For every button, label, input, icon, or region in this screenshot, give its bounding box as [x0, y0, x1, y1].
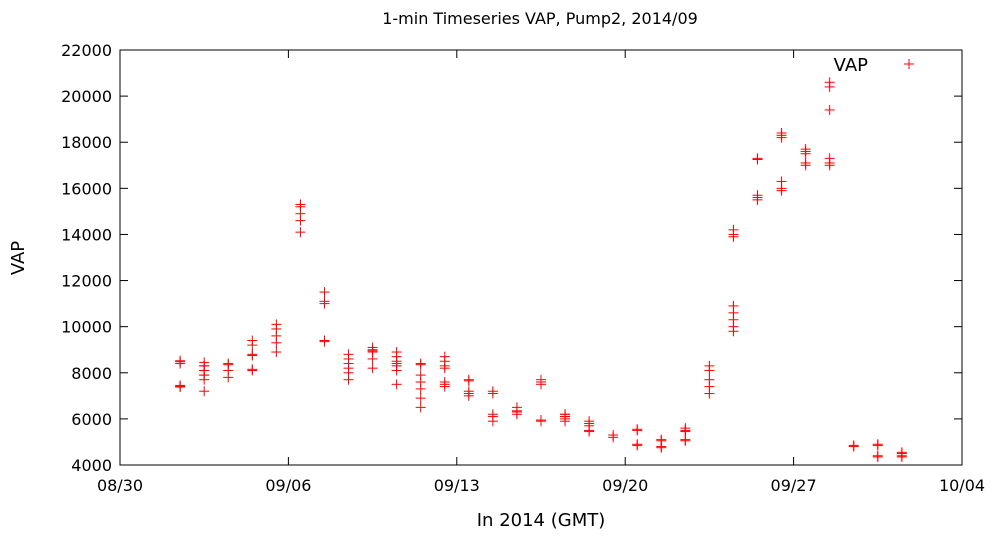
y-tick-label: 6000 — [71, 410, 112, 429]
chart-title: 1-min Timeseries VAP, Pump2, 2014/09 — [382, 9, 698, 28]
data-point — [415, 393, 426, 404]
data-point — [584, 420, 595, 431]
data-point — [271, 337, 282, 348]
y-tick-label: 12000 — [61, 272, 112, 291]
x-tick-label: 09/06 — [265, 476, 311, 495]
data-point — [896, 450, 907, 461]
data-point — [463, 386, 474, 397]
data-point — [343, 374, 354, 385]
data-point — [391, 379, 402, 390]
data-point — [632, 440, 643, 451]
data-point — [247, 340, 258, 351]
data-point — [776, 185, 787, 196]
legend: VAP — [834, 55, 914, 76]
data-point — [824, 157, 835, 168]
legend-marker — [904, 59, 914, 69]
x-axis-title: In 2014 (GMT) — [477, 510, 606, 531]
data-point — [367, 363, 378, 374]
data-point — [680, 423, 691, 434]
data-point — [776, 176, 787, 187]
x-tick-label: 08/30 — [97, 476, 143, 495]
data-point — [824, 81, 835, 92]
data-point — [271, 347, 282, 358]
data-point — [175, 380, 186, 391]
data-point — [391, 365, 402, 376]
data-point — [608, 432, 619, 443]
data-point — [872, 450, 883, 461]
data-point — [295, 227, 306, 238]
data-point — [319, 287, 330, 298]
data-point — [511, 405, 522, 416]
x-tick-label: 09/20 — [602, 476, 648, 495]
data-point — [319, 296, 330, 307]
y-tick-label: 14000 — [61, 225, 112, 244]
data-point — [295, 215, 306, 226]
data-point — [824, 104, 835, 115]
y-axis-title: VAP — [8, 241, 29, 275]
y-tick-label: 20000 — [61, 87, 112, 106]
data-point — [800, 146, 811, 157]
data-point — [319, 336, 330, 347]
data-point — [367, 345, 378, 356]
data-point — [199, 386, 210, 397]
data-point — [536, 379, 546, 390]
x-axis: 08/30 09/06 09/13 09/20 09/27 10/04 — [97, 50, 985, 495]
data-point — [656, 441, 667, 452]
data-point — [415, 383, 426, 394]
y-tick-label: 4000 — [71, 456, 112, 475]
data-point — [439, 351, 450, 362]
data-point — [752, 154, 763, 165]
data-point — [632, 424, 643, 435]
data-point — [247, 364, 258, 375]
y-tick-label: 8000 — [71, 364, 112, 383]
y-tick-label: 18000 — [61, 133, 112, 152]
data-point — [848, 440, 859, 451]
data-point — [704, 365, 715, 376]
data-point — [704, 388, 715, 399]
data-point — [463, 375, 474, 386]
x-tick-label: 09/13 — [434, 476, 480, 495]
data-point — [415, 402, 426, 413]
data-point — [199, 374, 210, 385]
data-point — [752, 194, 763, 205]
data-point — [415, 359, 426, 370]
data-points — [175, 77, 907, 462]
data-point — [776, 132, 787, 143]
y-axis: 4000 6000 8000 10000 12000 14000 16000 18000 200… — [61, 41, 962, 475]
data-point — [487, 388, 498, 399]
data-point — [439, 377, 450, 387]
data-point — [728, 326, 739, 337]
data-point — [175, 358, 186, 369]
data-point — [536, 415, 546, 426]
data-point — [872, 440, 883, 451]
data-point — [487, 416, 498, 427]
x-tick-label: 09/27 — [771, 476, 817, 495]
y-tick-label: 22000 — [61, 41, 112, 60]
data-point — [680, 435, 691, 446]
data-point — [728, 231, 739, 242]
data-point — [223, 358, 234, 369]
plot-frame — [119, 49, 963, 466]
data-point — [247, 350, 258, 361]
x-tick-label: 10/04 — [939, 476, 985, 495]
data-point — [391, 356, 402, 367]
data-point — [560, 416, 571, 427]
y-tick-label: 16000 — [61, 179, 112, 198]
legend-label: VAP — [834, 55, 868, 76]
y-tick-label: 10000 — [61, 318, 112, 337]
data-point — [343, 358, 354, 369]
data-point — [800, 157, 811, 168]
data-point — [223, 372, 234, 383]
